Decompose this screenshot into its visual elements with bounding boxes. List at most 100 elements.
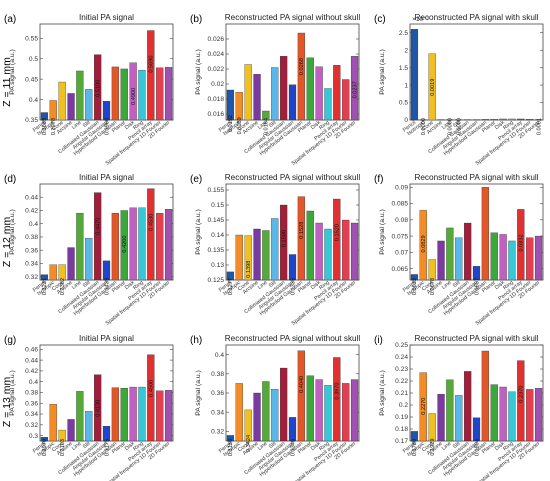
y-tick-label: 0.35 xyxy=(25,117,38,124)
bar-spatial-frequency-1d-fourier xyxy=(342,219,350,281)
data-label: 0.0192 xyxy=(228,115,234,132)
bar-spatial-frequency-1d-fourier xyxy=(156,390,164,442)
category-label: Line xyxy=(441,280,453,291)
bar-pencil-array xyxy=(517,209,525,281)
y-tick-label: 0.4 xyxy=(29,379,38,386)
y-tick-label: 0.4 xyxy=(29,97,38,104)
bar-angular-gaussian xyxy=(288,254,297,281)
category-label: Line xyxy=(441,441,453,452)
category-label: Disk xyxy=(310,280,322,291)
panel-letter: (i) xyxy=(374,335,383,346)
data-label: 0.1780 xyxy=(412,439,418,456)
category-label: Ring xyxy=(318,280,330,292)
bar-arcsine xyxy=(437,240,445,281)
bar-planar xyxy=(120,210,128,281)
bar-line xyxy=(76,391,84,442)
y-tick-label: 0.15 xyxy=(211,202,224,209)
bar-ring xyxy=(508,240,516,281)
panel-8: (i) Reconstructed PA signal with skull PA … xyxy=(374,334,544,481)
bar-isotropic xyxy=(49,100,57,121)
bar-cone xyxy=(428,259,436,281)
data-label: 0.4500 xyxy=(149,380,155,397)
y-tick-label: 0.075 xyxy=(391,233,408,240)
category-label: Slit xyxy=(452,441,462,451)
bar-pencil-array xyxy=(147,30,155,121)
bar-angular-gaussian xyxy=(102,426,111,442)
row-label-2: Z = 12 mm xyxy=(1,217,13,268)
y-tick-label: 0.14 xyxy=(211,232,224,239)
bar-arcsine xyxy=(253,392,261,442)
bar-collimated-gaussian xyxy=(94,192,102,281)
y-tick-label: 0.36 xyxy=(25,400,38,407)
y-tick-label: 0.2 xyxy=(399,402,408,409)
bar-pencil-array xyxy=(147,188,155,281)
data-label: 0.4200 xyxy=(122,235,128,252)
bar-hyperboloid-gaussian xyxy=(481,187,489,281)
y-tick-label: 0.13 xyxy=(211,262,224,269)
panel-4: (e) Reconstructed PA signal without skull… xyxy=(190,173,360,327)
bar-arcsine xyxy=(253,74,261,121)
category-label: Line xyxy=(71,441,83,452)
bar-pencil-array xyxy=(333,65,341,121)
data-label: 0.3970 xyxy=(335,382,341,399)
bar-line xyxy=(262,230,270,281)
bar-slit xyxy=(85,238,93,281)
data-label: 0.1528 xyxy=(299,222,305,239)
bar-hyperboloid-gaussian xyxy=(481,119,489,121)
y-axis-label: PA signal (a.u.) xyxy=(379,209,386,255)
bar-disk xyxy=(315,379,323,442)
bar-slit xyxy=(85,89,93,121)
y-tick-label: 0.19 xyxy=(395,414,408,421)
bar-ring xyxy=(324,385,332,442)
panel-1: (b) Reconstructed PA signal without skull… xyxy=(190,13,360,167)
panel-title: Reconstructed PA signal with skull xyxy=(414,173,538,182)
bar-spatial-frequency-1d-fourier xyxy=(342,79,350,121)
bar-planar xyxy=(490,119,498,121)
category-label: Line xyxy=(71,280,83,291)
y-tick-label: 0.36 xyxy=(25,247,38,254)
bar-ring xyxy=(508,118,516,121)
bar-line xyxy=(446,227,454,281)
bar-isotropic xyxy=(49,264,57,281)
y-tick-label: 0.026 xyxy=(207,36,224,43)
bar-isotropic xyxy=(49,404,57,442)
y-axis-label: PA signal (a.u.) xyxy=(9,370,16,416)
bar-pencil xyxy=(410,29,419,121)
bar-ring xyxy=(324,88,332,121)
data-label: 0.0189 xyxy=(237,117,243,134)
bar-planar xyxy=(120,68,128,121)
bar-disk xyxy=(129,386,137,442)
panel-0: (a) Initial PA signal PA signal (a.u.) 0.35… xyxy=(4,13,174,167)
data-label: 0.0237 xyxy=(352,81,358,98)
data-label: 0.2370 xyxy=(519,386,525,403)
data-label: 0.3346 xyxy=(290,439,296,456)
bar-2d-fourier xyxy=(350,379,359,442)
bar-line xyxy=(446,379,454,442)
category-label: Slit xyxy=(82,120,92,130)
category-label: Ring xyxy=(502,120,514,132)
bar-2d-fourier xyxy=(350,222,359,281)
y-tick-label: 0.155 xyxy=(207,187,224,194)
bar-angular-gaussian xyxy=(472,266,481,281)
data-label: 0.1277 xyxy=(228,278,234,295)
bar-hyperboloid-gaussian xyxy=(111,387,119,442)
y-tick-label: 0.3 xyxy=(29,433,38,440)
category-label: Disk xyxy=(494,120,506,131)
bar-pencil-array xyxy=(517,118,525,121)
y-tick-label: 0.45 xyxy=(25,76,38,83)
bar-angular-gaussian xyxy=(102,101,111,121)
data-label: 0.0632 xyxy=(412,278,418,295)
bar-cone xyxy=(58,81,66,121)
bar-arcsine xyxy=(67,419,75,442)
category-label: Disk xyxy=(494,280,506,291)
panel-letter: (b) xyxy=(190,14,202,25)
y-tick-label: 0.42 xyxy=(25,208,38,215)
bar-disk xyxy=(315,222,323,281)
bar-slit xyxy=(271,218,279,281)
bar-line xyxy=(76,70,84,121)
panel-letter: (h) xyxy=(190,335,202,346)
bar-pencil-array xyxy=(333,198,341,281)
bar-line xyxy=(76,212,84,281)
y-tick-label: 0.135 xyxy=(207,247,224,254)
